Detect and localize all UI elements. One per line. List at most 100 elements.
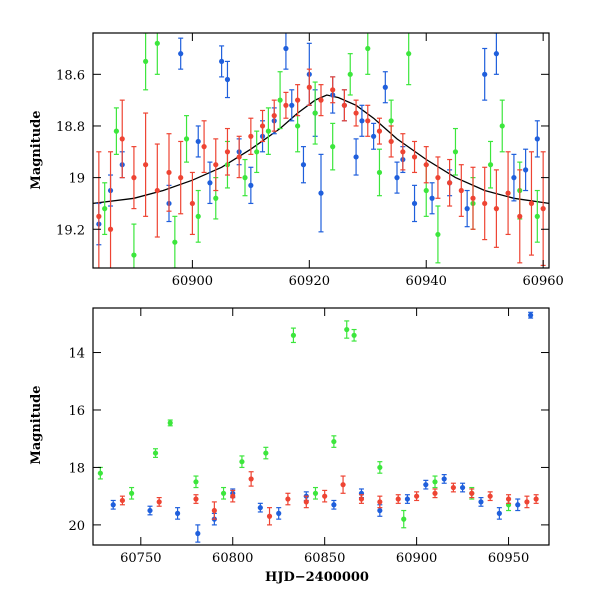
x-tick-label: 60900 — [172, 274, 213, 289]
data-point — [429, 195, 435, 201]
data-point — [534, 136, 540, 142]
data-point — [331, 438, 337, 445]
data-point — [515, 502, 521, 508]
series-green — [97, 320, 512, 529]
data-point — [330, 144, 336, 150]
data-point — [257, 505, 263, 511]
data-point — [295, 97, 301, 103]
data-point — [283, 45, 289, 52]
data-point — [459, 484, 466, 491]
data-point — [341, 102, 347, 108]
data-point — [189, 200, 195, 207]
data-point — [242, 175, 248, 181]
data-point — [312, 490, 319, 496]
x-tick-label: 60800 — [212, 551, 253, 566]
data-point — [220, 490, 227, 496]
data-point — [441, 476, 447, 482]
data-point — [119, 136, 125, 142]
data-point — [505, 190, 511, 196]
data-point — [382, 84, 388, 90]
data-point — [143, 162, 149, 168]
data-point — [318, 97, 324, 103]
data-point — [119, 497, 126, 504]
y-tick-label: 14 — [68, 347, 85, 362]
y-tick-label: 20 — [68, 519, 85, 534]
data-point — [470, 195, 476, 201]
data-point — [493, 206, 499, 212]
data-point — [351, 332, 357, 338]
data-point — [147, 507, 153, 514]
data-point — [376, 128, 383, 134]
data-point — [219, 58, 225, 65]
data-point — [435, 175, 441, 181]
data-point — [265, 128, 271, 134]
series-blue — [110, 311, 534, 543]
data-point — [211, 507, 217, 514]
y-tick-label: 16 — [68, 404, 85, 419]
data-point — [404, 496, 411, 502]
data-point — [207, 180, 213, 186]
data-point — [224, 76, 231, 83]
data-point — [388, 138, 394, 145]
data-point — [152, 450, 159, 456]
bottom-plot-frame — [92, 307, 550, 546]
bottom-x-axis-label: HJD−2400000 — [265, 570, 369, 585]
data-point — [213, 162, 219, 168]
x-tick-label: 60900 — [396, 551, 437, 566]
x-tick-label: 60750 — [120, 551, 161, 566]
data-point — [154, 40, 160, 46]
data-point — [406, 51, 412, 57]
data-point — [306, 84, 312, 90]
data-point — [107, 226, 114, 232]
data-point — [395, 496, 401, 502]
data-point — [400, 149, 406, 155]
data-point — [300, 162, 307, 168]
data-point — [224, 149, 231, 155]
data-point — [499, 123, 505, 129]
data-point — [377, 464, 383, 471]
data-point — [517, 213, 523, 219]
data-point — [452, 149, 459, 155]
data-point — [371, 133, 377, 139]
series-red — [96, 68, 546, 268]
data-point — [248, 476, 254, 482]
data-point — [178, 175, 184, 181]
series-red — [119, 471, 539, 526]
top-y-axis-label: Magnitude — [29, 110, 44, 189]
data-point — [131, 175, 137, 181]
data-point — [528, 312, 534, 318]
full-light-curve-panel: Magnitude HJD−2400000 60750 60800 60850 609… — [29, 307, 550, 585]
data-point — [201, 144, 207, 150]
data-point — [266, 513, 273, 519]
data-point — [493, 51, 499, 57]
data-point — [318, 190, 324, 196]
data-point — [411, 200, 418, 207]
data-point — [511, 175, 517, 181]
data-point — [358, 496, 365, 502]
data-point — [469, 490, 475, 496]
data-point — [154, 187, 160, 194]
data-point — [435, 231, 441, 238]
data-point — [423, 482, 429, 488]
data-point — [478, 499, 484, 505]
data-point — [97, 470, 103, 476]
data-point — [411, 154, 418, 160]
data-point — [239, 459, 245, 465]
data-point — [312, 110, 318, 116]
data-point — [377, 507, 383, 514]
y-tick-label: 18.6 — [56, 68, 85, 83]
data-point — [524, 499, 530, 505]
data-point — [276, 510, 282, 516]
data-point — [432, 490, 438, 496]
top-plot-frame — [92, 32, 550, 269]
y-tick-label: 19 — [68, 172, 85, 187]
data-point — [394, 175, 400, 181]
data-point — [283, 102, 289, 108]
data-point — [365, 45, 371, 52]
data-point — [195, 213, 201, 219]
data-point — [533, 496, 539, 502]
data-point — [540, 206, 546, 212]
data-point — [528, 200, 535, 207]
data-point — [290, 332, 297, 338]
data-point — [271, 113, 277, 119]
